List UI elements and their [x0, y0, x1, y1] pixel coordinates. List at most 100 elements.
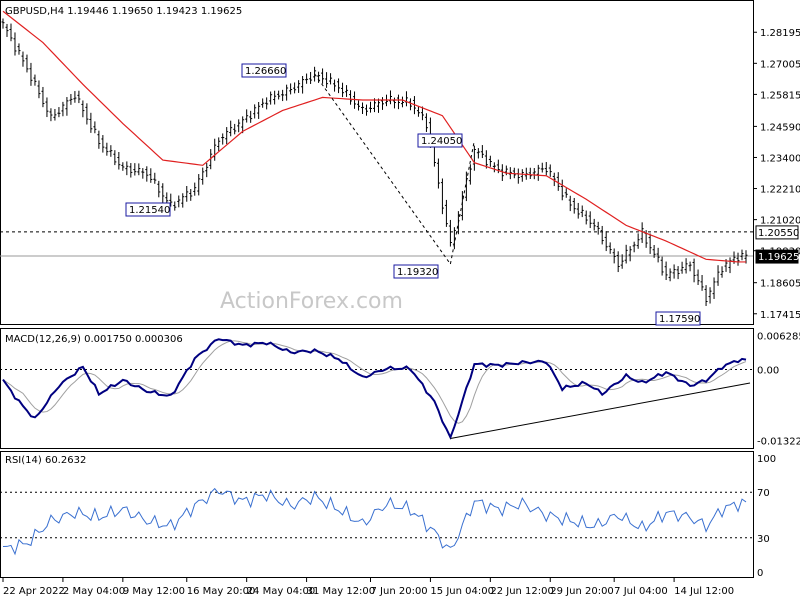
- ohlc-bar: [660, 256, 664, 276]
- ohlc-bar: [281, 89, 285, 102]
- ohlc-bar: [512, 167, 516, 179]
- ohlc-bar: [205, 162, 209, 178]
- rsi-y-tick-label: 0: [757, 568, 763, 579]
- ohlc-bar: [568, 195, 572, 212]
- fib-line: [314, 73, 451, 265]
- ohlc-bar: [49, 108, 53, 122]
- price-annotation-text: 1.26660: [245, 66, 286, 77]
- ohlc-bar: [620, 254, 624, 269]
- price-y-tick-label: 1.24590: [760, 122, 800, 133]
- price-annotation-box: [393, 264, 439, 279]
- ohlc-bar: [416, 106, 420, 117]
- ohlc-bar: [197, 174, 201, 196]
- ohlc-bar: [93, 121, 97, 134]
- ohlc-bar: [704, 285, 708, 306]
- ohlc-bar: [664, 261, 668, 281]
- ohlc-bar: [656, 247, 660, 263]
- level-label: 1.20550: [755, 225, 799, 240]
- ohlc-bar: [708, 287, 712, 304]
- ohlc-bar: [564, 188, 568, 198]
- moving-average-line: [2, 10, 747, 263]
- price-annotation-box: [241, 63, 287, 78]
- ohlc-bar: [484, 150, 488, 169]
- ohlc-bar: [265, 97, 269, 110]
- ohlc-bar: [121, 162, 125, 171]
- ohlc-bar: [333, 79, 337, 92]
- ohlc-bar: [133, 163, 137, 176]
- price-annotation-box: [655, 311, 701, 326]
- fib-line: [449, 140, 475, 265]
- ohlc-bar: [552, 172, 556, 187]
- ohlc-bar: [380, 97, 384, 110]
- ohlc-bar: [269, 91, 273, 105]
- ohlc-bar: [596, 221, 600, 235]
- ohlc-bar: [652, 244, 656, 258]
- ohlc-bar: [576, 202, 580, 219]
- ohlc-bar: [293, 82, 297, 94]
- x-tick-label: 24 May 04:00: [247, 586, 316, 597]
- macd-y-tick-label: -0.013223: [757, 437, 800, 448]
- ohlc-bar: [285, 84, 289, 101]
- level-label-box: [755, 225, 799, 240]
- ohlc-bar: [408, 98, 412, 111]
- ohlc-bar: [65, 97, 69, 116]
- ohlc-bar: [213, 138, 217, 161]
- price-y-tick-label: 1.18605: [760, 279, 800, 290]
- ohlc-bar: [317, 71, 321, 83]
- ohlc-bar: [149, 168, 153, 183]
- x-tick-label: 29 Jun 20:00: [550, 586, 614, 597]
- ohlc-bar: [488, 155, 492, 167]
- ohlc-bar: [81, 100, 85, 118]
- ohlc-bar: [61, 101, 65, 117]
- x-tick-label: 15 Jun 04:00: [430, 586, 494, 597]
- ohlc-bar: [113, 150, 117, 166]
- ohlc-bar: [624, 244, 628, 264]
- ohlc-bar: [53, 108, 57, 121]
- ohlc-bar: [365, 104, 369, 116]
- ohlc-bar: [137, 163, 141, 176]
- level-label-box: [755, 249, 799, 264]
- ohlc-bar: [744, 250, 748, 264]
- ohlc-bar: [632, 241, 636, 253]
- ohlc-bar: [185, 186, 189, 202]
- ohlc-bar: [233, 123, 237, 135]
- ohlc-bar: [684, 258, 688, 274]
- x-tick-label: 7 Jul 04:00: [614, 586, 668, 597]
- ohlc-bar: [640, 222, 644, 243]
- ohlc-bar: [69, 94, 73, 105]
- price-annotation: 1.19320: [393, 264, 439, 279]
- ohlc-bar: [105, 142, 109, 156]
- ohlc-bar: [424, 113, 428, 132]
- ohlc-bar: [309, 71, 313, 84]
- ohlc-bar: [77, 90, 81, 104]
- ohlc-bar: [37, 80, 41, 99]
- ohlc-bar: [305, 73, 309, 84]
- level-label-text: 1.19625: [758, 252, 799, 263]
- rsi-y-tick-label: 70: [757, 488, 770, 499]
- watermark: ActionForex.com: [220, 289, 403, 314]
- ohlc-bar: [237, 119, 241, 133]
- ohlc-bar: [444, 199, 448, 227]
- price-y-tick-label: 1.22210: [760, 185, 800, 196]
- ohlc-bar: [129, 163, 133, 178]
- ohlc-bar: [5, 23, 9, 37]
- x-tick-label: 14 Jul 12:00: [674, 586, 734, 597]
- price-annotation: 1.21540: [125, 202, 171, 217]
- price-annotation-text: 1.24050: [421, 136, 462, 147]
- ohlc-bar: [604, 231, 608, 252]
- rsi-line: [2, 487, 747, 556]
- ohlc-bar: [25, 54, 29, 73]
- ohlc-bar: [41, 86, 45, 108]
- ohlc-bar: [548, 164, 552, 177]
- price-panel-frame: [0, 0, 754, 325]
- ohlc-bar: [341, 82, 345, 98]
- ohlc-bar: [189, 189, 193, 201]
- ohlc-bar: [436, 158, 440, 189]
- ohlc-bar: [21, 51, 25, 67]
- ohlc-bar: [712, 277, 716, 299]
- ohlc-bar: [17, 43, 21, 55]
- ohlc-bar: [349, 90, 353, 105]
- x-tick-label: 22 Jun 12:00: [490, 586, 554, 597]
- ohlc-bar: [544, 162, 548, 176]
